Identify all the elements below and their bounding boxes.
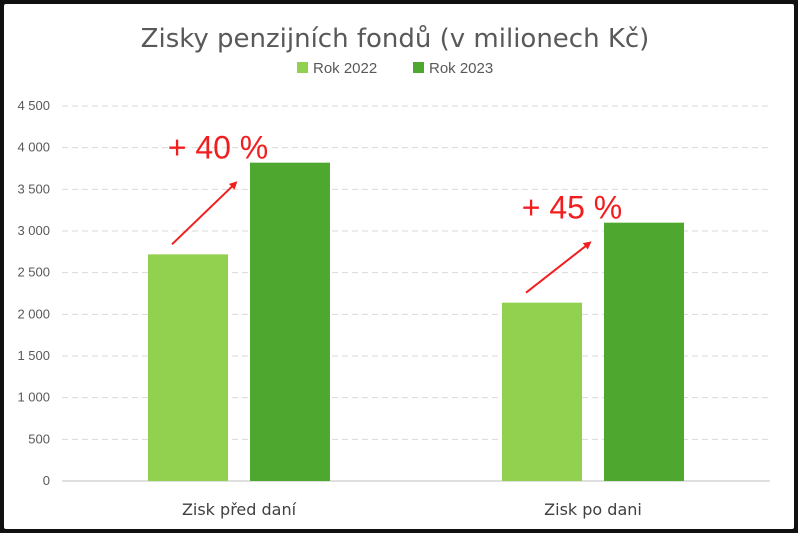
y-tick-label: 0	[43, 473, 50, 488]
growth-label: + 45 %	[522, 190, 623, 226]
y-tick-label: 3 500	[17, 181, 50, 196]
legend-swatch-2022	[297, 62, 308, 73]
legend-label-2022: Rok 2022	[313, 60, 377, 77]
legend-label-2023: Rok 2023	[429, 60, 493, 77]
growth-arrow	[171, 181, 238, 246]
y-tick-label: 1 000	[17, 390, 50, 405]
y-tick-label: 2 000	[17, 306, 50, 321]
x-category-label: Zisk před daní	[182, 500, 297, 519]
x-axis: Zisk před daní Zisk po dani	[182, 500, 642, 519]
y-tick-label: 500	[28, 431, 50, 446]
legend: Rok 2022 Rok 2023	[297, 60, 493, 77]
chart-title: Zisky penzijních fondů (v milionech Kč)	[141, 24, 650, 54]
growth-arrow	[525, 241, 592, 294]
x-category-label: Zisk po dani	[544, 500, 642, 519]
bar-2022-0	[148, 254, 228, 481]
bar-2023-1	[604, 222, 684, 481]
y-axis: 0 500 1 000 1 500 2 000 2 500 3 000 3 500 4 000 4…	[17, 98, 50, 488]
y-tick-label: 1 500	[17, 348, 50, 363]
y-tick-label: 3 000	[17, 223, 50, 238]
bar-2023-0	[250, 162, 330, 481]
legend-swatch-2023	[413, 62, 424, 73]
bar-2022-1	[502, 302, 582, 481]
annotations: + 40 % + 45 %	[168, 130, 623, 294]
y-tick-label: 4 500	[17, 98, 50, 113]
bars	[148, 162, 684, 481]
y-tick-label: 2 500	[17, 265, 50, 280]
growth-label: + 40 %	[168, 130, 269, 166]
y-tick-label: 4 000	[17, 140, 50, 155]
